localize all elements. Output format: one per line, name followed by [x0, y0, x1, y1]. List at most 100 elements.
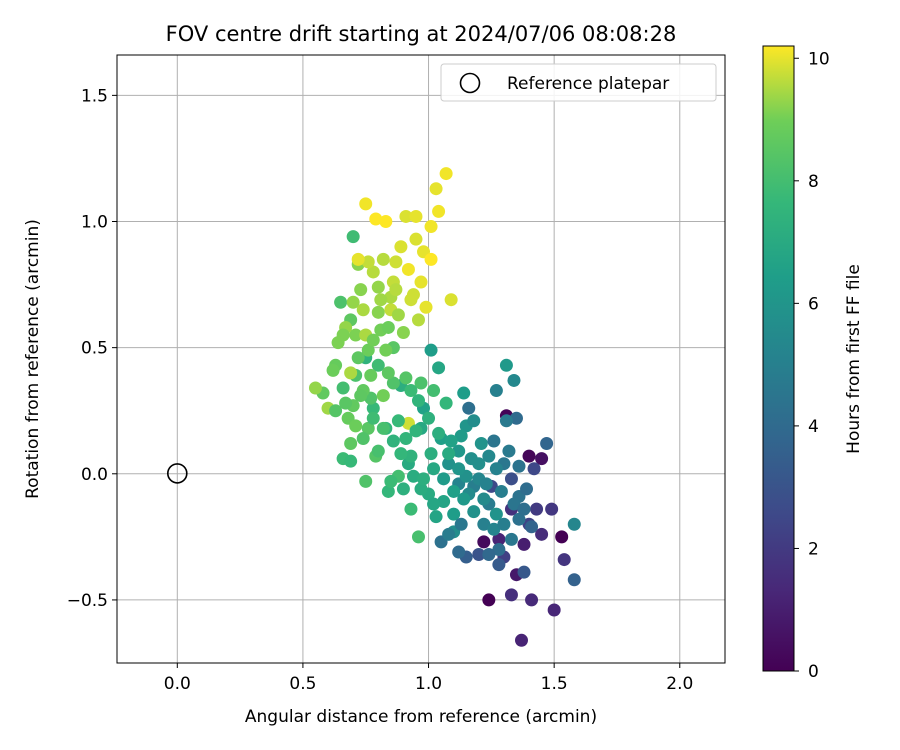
data-point	[349, 419, 363, 433]
data-point	[401, 262, 415, 276]
data-point	[439, 396, 453, 410]
colorbar-tick-label: 2	[808, 539, 819, 559]
data-point	[474, 437, 488, 451]
data-point	[464, 452, 478, 466]
data-point	[356, 303, 370, 317]
x-axis: 0.0 0.5 1.0 1.5 2.0	[164, 663, 693, 694]
data-point	[354, 389, 368, 403]
data-point	[399, 431, 413, 445]
data-point	[439, 167, 453, 181]
x-tick-label: 0.5	[289, 674, 316, 694]
data-point	[497, 517, 511, 531]
data-point	[517, 565, 531, 579]
data-point	[364, 368, 378, 382]
data-point	[409, 424, 423, 438]
data-point	[356, 431, 370, 445]
legend-box	[440, 63, 717, 102]
data-point	[376, 252, 390, 266]
x-tick-label: 0.0	[164, 674, 191, 694]
colorbar-tick-label: 6	[808, 294, 819, 314]
data-point	[354, 283, 368, 297]
data-point	[467, 505, 481, 519]
data-point	[472, 548, 486, 562]
colorbar-label: Hours from first FF file	[844, 264, 864, 454]
data-point	[409, 232, 423, 246]
data-point	[457, 386, 471, 400]
colorbar-tick-label: 8	[808, 172, 819, 192]
y-axis-label: Rotation from reference (arcmin)	[23, 219, 43, 499]
data-point	[424, 252, 438, 266]
x-tick-label: 1.5	[541, 674, 568, 694]
data-point	[447, 484, 461, 498]
data-point	[386, 434, 400, 448]
data-point	[361, 343, 375, 357]
data-point	[487, 434, 501, 448]
data-point	[479, 477, 493, 491]
data-point	[427, 497, 441, 511]
data-point	[535, 527, 549, 541]
legend-marker-icon	[459, 72, 481, 94]
data-point	[414, 482, 428, 496]
data-point	[477, 492, 491, 506]
data-point	[399, 209, 413, 223]
data-point	[522, 449, 536, 463]
data-point	[492, 532, 506, 546]
data-point	[504, 532, 518, 546]
y-tick-label: 0.5	[81, 339, 108, 359]
data-point	[424, 447, 438, 461]
data-point	[432, 204, 446, 218]
data-point	[359, 197, 373, 211]
data-point	[525, 520, 539, 534]
data-point	[379, 215, 393, 229]
data-point	[427, 384, 441, 398]
data-point	[359, 474, 373, 488]
data-point	[502, 444, 516, 458]
colorbar-tick-label: 10	[808, 49, 830, 69]
data-point	[517, 537, 531, 551]
data-point	[361, 421, 375, 435]
data-point	[411, 394, 425, 408]
data-point	[452, 462, 466, 476]
data-point	[351, 252, 365, 266]
data-point	[489, 384, 503, 398]
data-point	[379, 343, 393, 357]
data-point	[489, 507, 503, 521]
data-point	[437, 472, 451, 486]
chart-title: FOV centre drift starting at 2024/07/06 …	[166, 22, 677, 46]
data-point	[477, 535, 491, 549]
y-tick-label: 0.0	[81, 465, 108, 485]
legend-label: Reference platepar	[507, 74, 669, 94]
data-point	[454, 429, 468, 443]
data-point	[404, 449, 418, 463]
data-point	[344, 366, 358, 380]
data-point	[331, 336, 345, 350]
data-point	[409, 209, 423, 223]
data-point	[517, 502, 531, 516]
data-point	[339, 396, 353, 410]
data-point	[512, 459, 526, 473]
data-point	[555, 530, 569, 544]
data-point	[417, 472, 431, 486]
data-point	[452, 444, 466, 458]
data-point	[547, 603, 561, 617]
data-point	[447, 507, 461, 521]
data-point	[482, 449, 496, 463]
data-point	[530, 502, 544, 516]
data-point	[391, 308, 405, 322]
data-point	[399, 371, 413, 385]
data-point	[462, 401, 476, 415]
data-point	[371, 444, 385, 458]
data-point	[389, 283, 403, 297]
data-point	[326, 363, 340, 377]
data-point	[442, 527, 456, 541]
data-point	[396, 326, 410, 340]
data-point	[394, 240, 408, 254]
data-point	[432, 426, 446, 440]
data-point	[504, 588, 518, 602]
y-axis: −0.5 0.0 0.5 1.0 1.5	[67, 86, 117, 611]
y-tick-label: −0.5	[67, 591, 108, 611]
data-point	[424, 220, 438, 234]
data-point	[366, 401, 380, 415]
data-point	[349, 328, 363, 342]
data-point	[404, 293, 418, 307]
